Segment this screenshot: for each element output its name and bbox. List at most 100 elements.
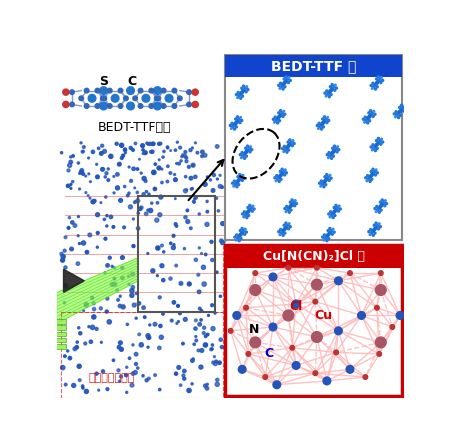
Circle shape bbox=[145, 379, 148, 382]
Circle shape bbox=[283, 81, 286, 84]
Circle shape bbox=[274, 122, 275, 123]
Circle shape bbox=[61, 254, 65, 259]
Circle shape bbox=[158, 346, 161, 350]
Circle shape bbox=[73, 347, 77, 351]
Circle shape bbox=[328, 176, 329, 178]
Circle shape bbox=[237, 97, 239, 98]
Circle shape bbox=[234, 180, 235, 182]
Circle shape bbox=[282, 83, 284, 86]
Circle shape bbox=[318, 122, 320, 124]
Circle shape bbox=[120, 156, 123, 160]
Circle shape bbox=[242, 89, 245, 92]
Circle shape bbox=[146, 333, 150, 337]
Circle shape bbox=[189, 227, 192, 230]
Circle shape bbox=[315, 266, 319, 270]
Circle shape bbox=[338, 210, 339, 212]
Circle shape bbox=[201, 253, 203, 254]
Circle shape bbox=[174, 149, 177, 152]
Circle shape bbox=[92, 302, 95, 305]
Circle shape bbox=[202, 326, 206, 329]
Circle shape bbox=[373, 228, 376, 231]
Circle shape bbox=[108, 104, 112, 108]
Circle shape bbox=[288, 143, 291, 146]
Circle shape bbox=[137, 212, 140, 214]
Circle shape bbox=[282, 234, 284, 236]
Circle shape bbox=[216, 178, 218, 180]
Text: BEDT-TTF 層: BEDT-TTF 層 bbox=[271, 59, 356, 73]
Circle shape bbox=[173, 244, 175, 245]
Circle shape bbox=[101, 144, 104, 147]
Circle shape bbox=[187, 388, 191, 392]
Circle shape bbox=[130, 288, 134, 293]
Circle shape bbox=[237, 176, 239, 178]
Circle shape bbox=[366, 180, 368, 181]
Circle shape bbox=[201, 309, 203, 312]
Circle shape bbox=[133, 96, 137, 101]
Circle shape bbox=[172, 234, 175, 237]
Circle shape bbox=[154, 163, 157, 165]
Text: C: C bbox=[127, 75, 137, 88]
Circle shape bbox=[72, 384, 76, 388]
Circle shape bbox=[328, 91, 331, 94]
Circle shape bbox=[175, 198, 176, 199]
Circle shape bbox=[119, 295, 121, 297]
Circle shape bbox=[335, 208, 338, 211]
Circle shape bbox=[153, 87, 162, 94]
Circle shape bbox=[96, 232, 99, 234]
Circle shape bbox=[159, 195, 163, 199]
Circle shape bbox=[239, 230, 241, 232]
Circle shape bbox=[247, 207, 249, 209]
Circle shape bbox=[105, 196, 107, 198]
Circle shape bbox=[198, 307, 201, 310]
Circle shape bbox=[319, 182, 320, 184]
Circle shape bbox=[378, 137, 379, 139]
Circle shape bbox=[158, 213, 162, 217]
Circle shape bbox=[326, 90, 328, 92]
Circle shape bbox=[219, 338, 222, 342]
Circle shape bbox=[382, 80, 384, 81]
Circle shape bbox=[142, 177, 146, 181]
Circle shape bbox=[201, 150, 204, 154]
Circle shape bbox=[120, 375, 122, 378]
Circle shape bbox=[182, 374, 185, 377]
Circle shape bbox=[212, 361, 215, 364]
Circle shape bbox=[368, 112, 370, 114]
Circle shape bbox=[194, 258, 198, 261]
Circle shape bbox=[244, 228, 246, 230]
Circle shape bbox=[183, 248, 185, 250]
Circle shape bbox=[381, 199, 383, 201]
Circle shape bbox=[99, 307, 102, 310]
Circle shape bbox=[203, 153, 207, 157]
Circle shape bbox=[161, 89, 166, 93]
Circle shape bbox=[333, 231, 335, 233]
Circle shape bbox=[333, 149, 336, 152]
Circle shape bbox=[211, 189, 215, 192]
Circle shape bbox=[238, 366, 246, 373]
Circle shape bbox=[63, 355, 66, 358]
Circle shape bbox=[330, 214, 333, 216]
Circle shape bbox=[118, 304, 122, 308]
Circle shape bbox=[375, 211, 377, 212]
Circle shape bbox=[85, 389, 88, 393]
Circle shape bbox=[162, 278, 165, 282]
Circle shape bbox=[404, 105, 405, 107]
Polygon shape bbox=[58, 257, 138, 323]
Circle shape bbox=[166, 146, 168, 148]
Circle shape bbox=[292, 362, 300, 369]
Circle shape bbox=[374, 174, 377, 176]
Circle shape bbox=[237, 179, 240, 182]
Circle shape bbox=[144, 316, 146, 318]
Circle shape bbox=[284, 174, 286, 176]
Circle shape bbox=[287, 145, 290, 148]
Circle shape bbox=[131, 286, 135, 289]
Circle shape bbox=[380, 209, 382, 211]
Circle shape bbox=[277, 178, 279, 180]
Circle shape bbox=[194, 142, 196, 144]
Circle shape bbox=[89, 340, 93, 343]
Circle shape bbox=[232, 126, 234, 128]
Circle shape bbox=[239, 122, 241, 124]
Circle shape bbox=[234, 122, 238, 124]
Circle shape bbox=[134, 201, 136, 203]
Circle shape bbox=[375, 226, 378, 229]
Circle shape bbox=[246, 352, 251, 356]
